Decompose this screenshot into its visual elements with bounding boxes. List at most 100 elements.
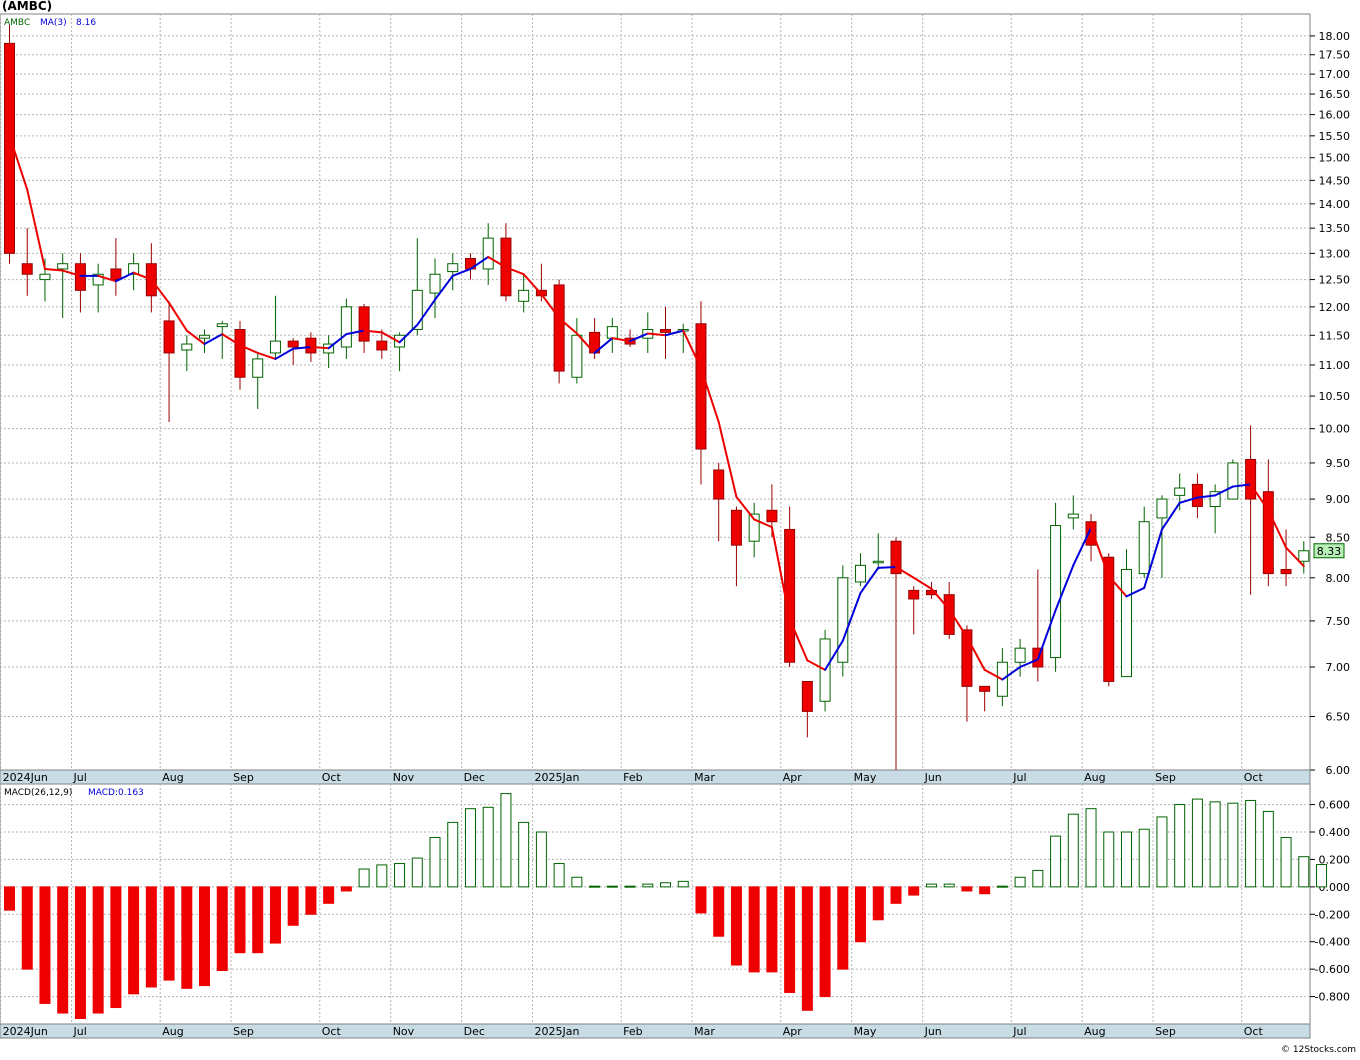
macd-bar (695, 886, 707, 914)
macd-bar (925, 883, 937, 888)
macd-bar (855, 886, 867, 943)
ma3-segment (1178, 496, 1199, 504)
macd-bar (145, 886, 157, 988)
macd-bar (482, 806, 494, 888)
candle-body (1050, 525, 1062, 659)
ma3-segment (8, 134, 29, 191)
ma3-segment (97, 274, 117, 283)
macd-x-tick-label: Feb (623, 1025, 642, 1038)
ma3-segment (1019, 658, 1039, 668)
macd-x-tick-label: Oct (322, 1025, 342, 1038)
macd-bar (1298, 856, 1310, 888)
candle (1298, 541, 1310, 574)
candle-body (252, 358, 264, 378)
macd-bar (553, 863, 565, 888)
candle (730, 506, 742, 587)
macd-x-tick-label: Jul (1012, 1025, 1026, 1038)
candle (925, 581, 937, 599)
candle (1138, 506, 1150, 578)
ma3-segment (1196, 494, 1217, 499)
candle-body (908, 589, 920, 600)
candle (269, 295, 281, 359)
ma3-segment (26, 188, 46, 270)
last-price-tag: 8.33 (1313, 543, 1345, 559)
macd-bar (323, 886, 335, 904)
price-x-tick-label: Apr (783, 771, 803, 784)
macd-bar (642, 883, 654, 888)
candle (199, 329, 211, 353)
candle-body (890, 540, 902, 575)
candle-body (269, 340, 281, 354)
macd-bar (535, 831, 547, 888)
ma3-segment (238, 344, 259, 354)
macd-x-tick-label: Nov (393, 1025, 415, 1038)
candle (340, 298, 352, 359)
price-y-tick-label: 7.00 (1326, 661, 1351, 674)
candle-body (1209, 491, 1221, 508)
ma3-segment (363, 329, 383, 334)
candle-body (411, 289, 423, 330)
candle-body (358, 306, 370, 342)
candle (961, 625, 973, 722)
candle-body (21, 263, 33, 275)
ma3-segment (646, 332, 667, 337)
last-price-text: 8.33 (1317, 545, 1342, 558)
macd-bar (1014, 876, 1026, 888)
candle-body (340, 306, 352, 348)
candle (1280, 529, 1292, 587)
candle (1191, 473, 1203, 518)
price-x-tick-label: Jul (73, 771, 87, 784)
price-date-band (0, 769, 1311, 785)
ma3-segment (398, 323, 419, 344)
price-y-tick-label: 16.00 (1319, 109, 1351, 122)
candle-body (1067, 513, 1079, 519)
macd-bar (908, 886, 920, 896)
macd-legend-value: MACD:0.163 (88, 788, 144, 798)
ma3-segment (1231, 483, 1252, 488)
candle-body (855, 564, 867, 583)
ma3-segment (965, 636, 986, 671)
macd-bar (589, 885, 601, 888)
macd-x-axis: 2024Jun Jul Aug Sep Oct Nov Dec 2025Jan Feb Mar Ap… (3, 1025, 1264, 1038)
price-y-tick-label: 9.50 (1326, 457, 1351, 470)
candle-body (1262, 491, 1274, 575)
candle (1050, 502, 1062, 672)
candle (287, 338, 299, 365)
ma3-segment (735, 495, 756, 521)
ma3-segment (1285, 546, 1305, 568)
ma3-segment (487, 255, 507, 269)
ma3-segment (611, 337, 632, 343)
candle-body (1298, 550, 1310, 562)
candle (518, 274, 530, 313)
macd-bar (74, 886, 86, 1020)
candle (181, 335, 193, 372)
macd-bar (660, 882, 672, 888)
ma3-segment (912, 576, 933, 590)
candle (411, 238, 423, 336)
macd-bar (1156, 816, 1168, 888)
candle (1156, 495, 1168, 578)
macd-bar (943, 883, 955, 888)
macd-x-tick-label: Sep (1155, 1025, 1176, 1038)
macd-date-band (0, 1023, 1311, 1039)
ma3-segment (504, 266, 525, 276)
macd-bar (872, 886, 884, 921)
ma3-segment (185, 329, 206, 346)
candle (748, 502, 760, 558)
price-y-tick-label: 9.00 (1326, 493, 1351, 506)
macd-bar (890, 886, 902, 904)
candle (1120, 549, 1132, 678)
macd-bar (4, 886, 15, 911)
ma3-segment (43, 267, 64, 272)
price-x-tick-label: Jul (1012, 771, 1026, 784)
macd-bar (784, 886, 796, 993)
price-x-tick-label: Aug (1084, 771, 1105, 784)
macd-bar (287, 886, 299, 926)
macd-x-tick-label: Aug (1084, 1025, 1105, 1038)
ma3-segment (1160, 501, 1181, 531)
candle-body (1191, 483, 1203, 508)
macd-bar (837, 886, 849, 970)
macd-bar (1209, 801, 1221, 888)
ma3-segment (1036, 609, 1057, 661)
candle (482, 223, 494, 285)
